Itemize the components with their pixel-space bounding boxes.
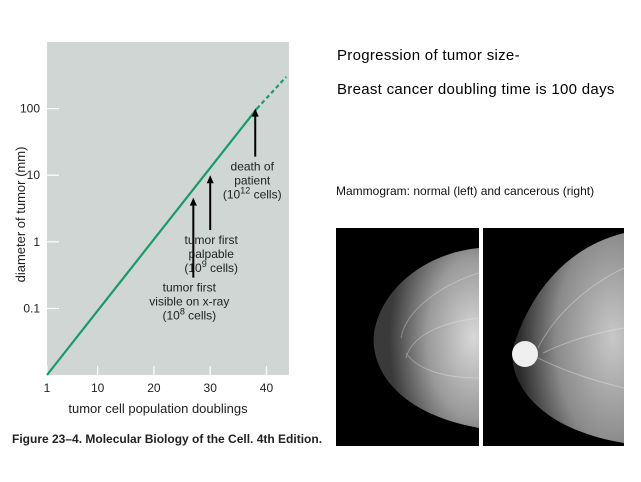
mammogram-cancerous-image — [483, 228, 624, 446]
series-line-extension — [256, 76, 287, 110]
y-tick-label: 1 — [33, 235, 40, 249]
annotation-label: patient — [234, 174, 271, 188]
annotation-label: visible on x-ray — [149, 295, 229, 309]
mammogram-caption: Mammogram: normal (left) and cancerous (… — [336, 184, 595, 198]
slide-title: Progression of tumor size- — [337, 47, 520, 64]
annotation-label: (1012 cells) — [223, 186, 282, 202]
y-tick-label: 100 — [20, 102, 40, 116]
annotation-arrowhead — [206, 175, 214, 184]
mammogram-normal-image — [336, 228, 479, 446]
axis-ticks: 0.1 1 10 100 1 10 20 30 40 — [20, 102, 274, 395]
plot-area — [47, 42, 289, 375]
annotation-label: palpable — [189, 247, 235, 261]
annotation-label: (108 cells) — [162, 307, 216, 323]
series-layer — [46, 76, 287, 376]
x-tick-label: 40 — [260, 381, 274, 395]
figure-caption: Figure 23–4. Molecular Biology of the Ce… — [12, 432, 322, 446]
annotation-label: tumor first — [163, 281, 217, 295]
annotation-label: death of — [231, 160, 275, 174]
slide-subtitle: Breast cancer doubling time is 100 days — [337, 81, 615, 98]
annotation-arrowhead — [189, 197, 197, 206]
y-axis-label: diameter of tumor (mm) — [13, 147, 28, 283]
annotation-label: (109 cells) — [184, 259, 238, 275]
y-tick-label: 0.1 — [23, 301, 40, 315]
x-tick-label: 10 — [91, 381, 105, 395]
annotation-arrowhead — [251, 108, 259, 117]
tumor-growth-chart: 0.1 1 10 100 1 10 20 30 40 death ofpatient(1012 … — [12, 42, 322, 446]
x-tick-label: 30 — [204, 381, 218, 395]
series-line — [46, 107, 258, 376]
x-tick-label: 20 — [147, 381, 161, 395]
x-tick-label: 1 — [44, 381, 51, 395]
y-tick-label: 10 — [27, 168, 41, 182]
annotation-label: tumor first — [185, 233, 239, 247]
x-axis-label: tumor cell population doublings — [68, 401, 248, 416]
